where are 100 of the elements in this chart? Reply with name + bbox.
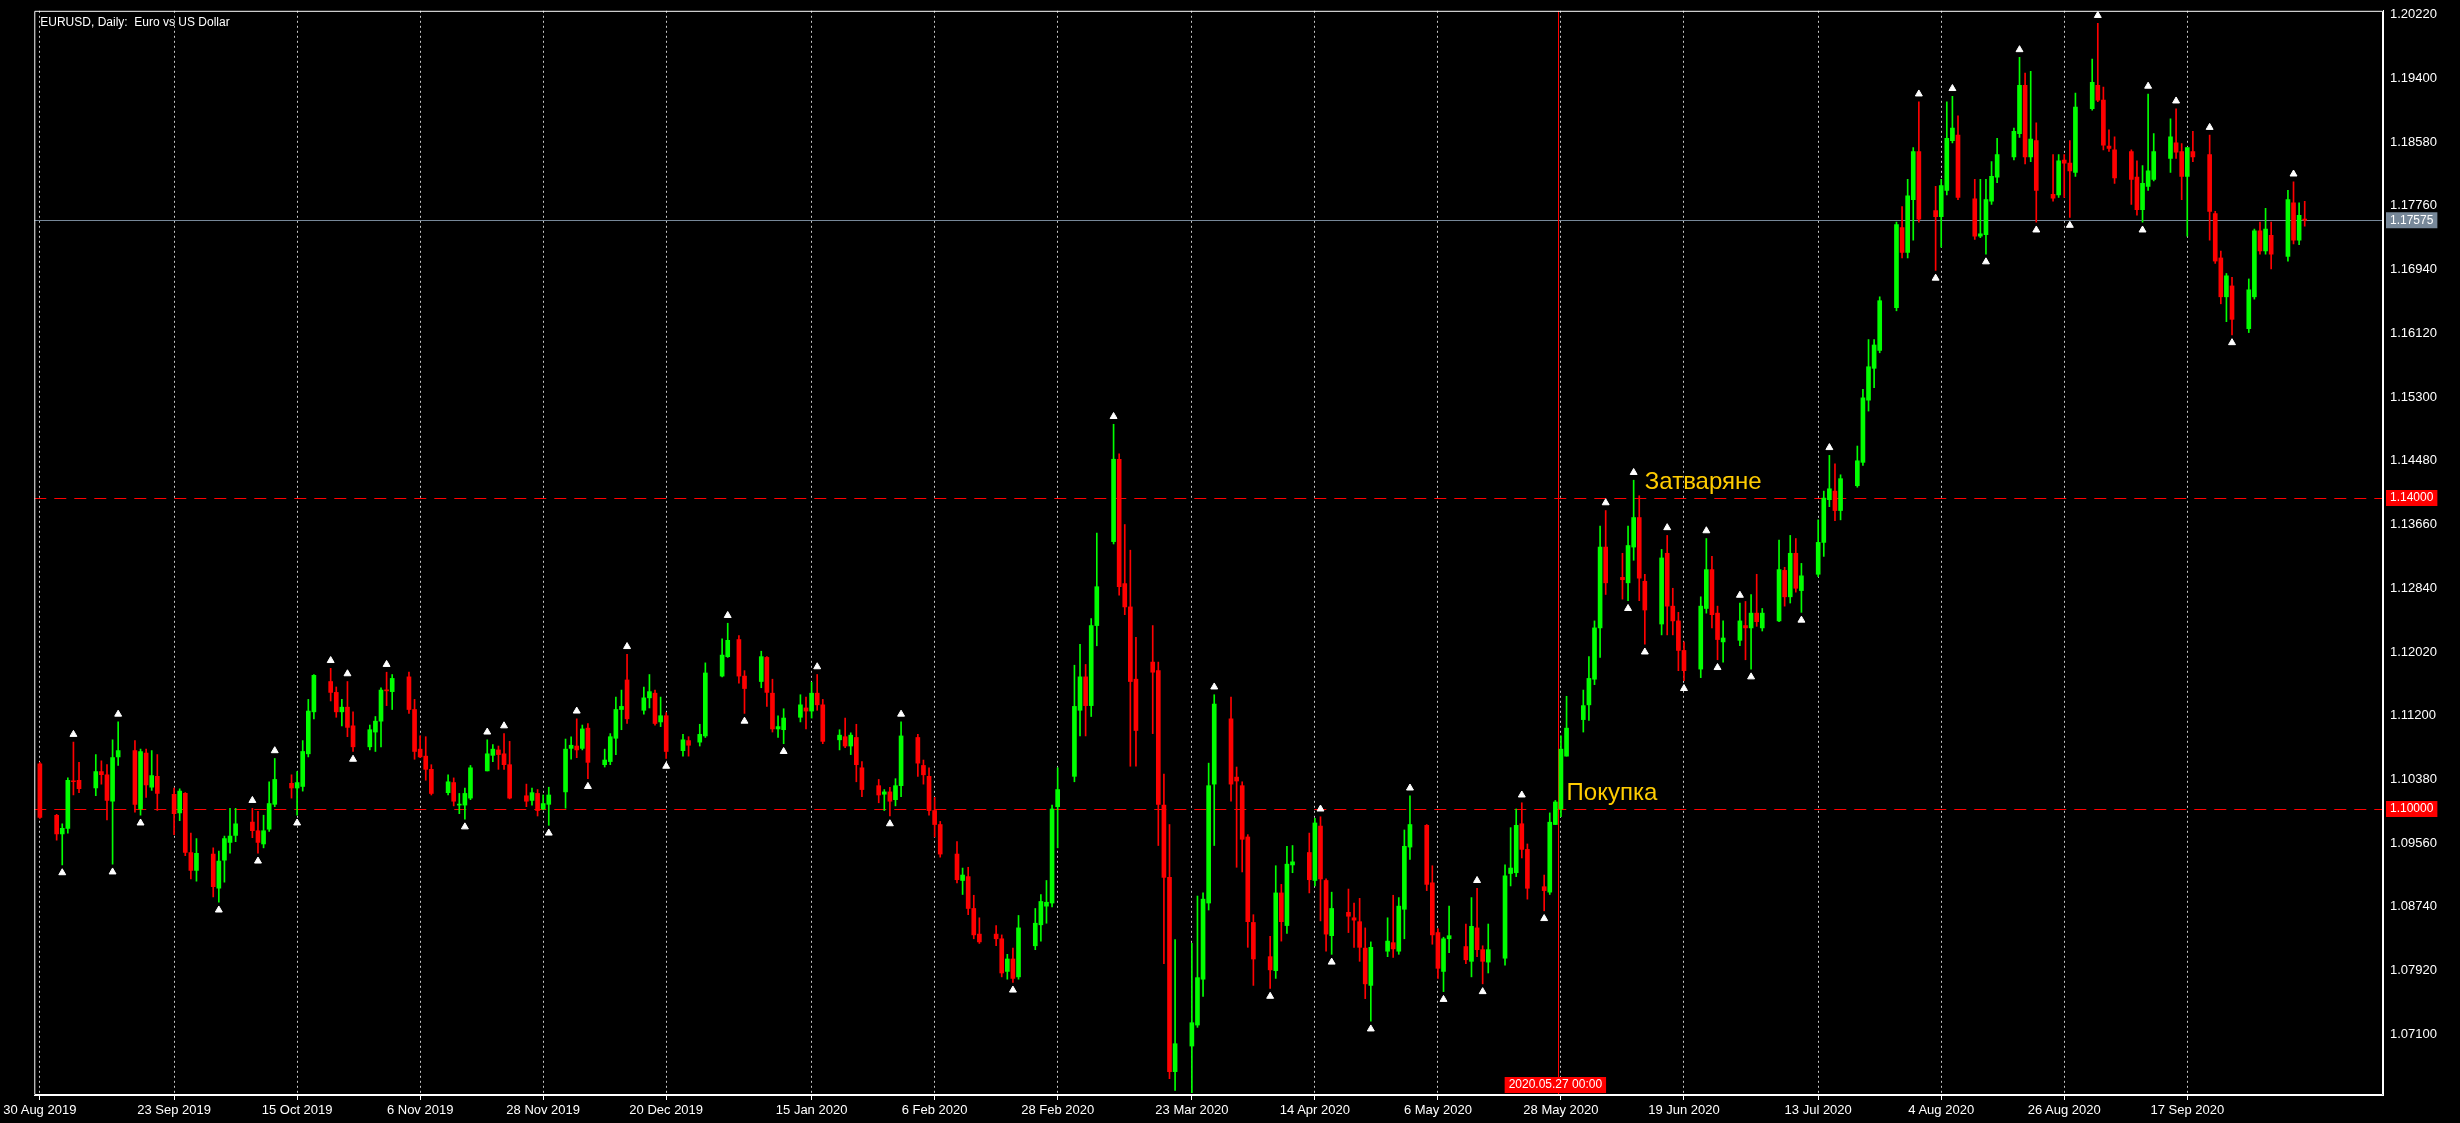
point bbox=[214, 905, 223, 913]
candlestick bbox=[2302, 200, 2308, 227]
y-tick-label: 1.07920 bbox=[2390, 962, 2437, 978]
point bbox=[779, 746, 788, 754]
point bbox=[740, 716, 749, 724]
y-tick-label: 1.13660 bbox=[2390, 516, 2437, 532]
point bbox=[813, 662, 822, 670]
y-tick-label: 1.12840 bbox=[2390, 579, 2437, 595]
point bbox=[1478, 987, 1487, 995]
point bbox=[1473, 875, 1482, 883]
x-tick-label: 28 May 2020 bbox=[1523, 1102, 1599, 1118]
point bbox=[623, 642, 632, 650]
point bbox=[2205, 122, 2214, 130]
point bbox=[1366, 1024, 1375, 1032]
point bbox=[2228, 338, 2236, 346]
y-tick-label: 1.18580 bbox=[2390, 133, 2437, 149]
point bbox=[1640, 647, 1649, 655]
point bbox=[2144, 81, 2153, 89]
y-tick-label: 1.17760 bbox=[2390, 197, 2437, 213]
point bbox=[460, 822, 469, 830]
point bbox=[723, 610, 732, 618]
point bbox=[69, 729, 78, 737]
point bbox=[1825, 443, 1834, 451]
point bbox=[2015, 45, 2024, 53]
point bbox=[1601, 498, 1610, 506]
y-tick-label: 1.16120 bbox=[2390, 324, 2437, 340]
candlestick bbox=[574, 718, 580, 759]
point bbox=[572, 706, 581, 714]
x-tick-label: 28 Feb 2020 bbox=[1021, 1102, 1095, 1118]
point bbox=[1517, 790, 1526, 798]
x-tick-label: 6 May 2020 bbox=[1403, 1102, 1472, 1118]
point bbox=[1316, 804, 1325, 812]
y-tick-label: 1.20220 bbox=[2390, 6, 2437, 22]
x-tick-label: 30 Aug 2019 bbox=[3, 1102, 77, 1118]
point bbox=[2289, 169, 2298, 177]
candlestick bbox=[1390, 894, 1396, 958]
point bbox=[500, 721, 508, 729]
point bbox=[270, 746, 279, 754]
point bbox=[1981, 257, 1990, 265]
point bbox=[2138, 225, 2147, 233]
y-tick-label: 1.14480 bbox=[2390, 452, 2437, 468]
x-tick-label: 20 Dec 2019 bbox=[629, 1102, 704, 1118]
point bbox=[1747, 672, 1756, 680]
x-tick-label: 15 Oct 2019 bbox=[261, 1102, 333, 1118]
candlestick bbox=[115, 721, 121, 766]
candlestick bbox=[1541, 874, 1547, 912]
annotation: Покупка bbox=[1566, 777, 1658, 805]
x-tick-label: 14 Apr 2020 bbox=[1279, 1102, 1350, 1118]
ref-line-label: 1.17575 bbox=[2390, 212, 2434, 227]
point bbox=[1629, 467, 1638, 475]
point bbox=[349, 754, 358, 762]
point bbox=[1948, 84, 1957, 92]
point bbox=[1713, 663, 1722, 671]
point bbox=[1663, 523, 1672, 531]
point bbox=[248, 795, 257, 803]
point bbox=[897, 709, 906, 717]
candlestick bbox=[881, 789, 887, 811]
y-tick-label: 1.08740 bbox=[2390, 898, 2437, 914]
point bbox=[293, 818, 302, 826]
y-tick-label: 1.07100 bbox=[2390, 1025, 2437, 1041]
y-tick-label: 1.09560 bbox=[2390, 834, 2437, 850]
point bbox=[544, 828, 553, 836]
point bbox=[2065, 220, 2074, 228]
point bbox=[1008, 985, 1017, 993]
point bbox=[343, 669, 352, 677]
point bbox=[1327, 957, 1336, 965]
x-tick-label: 6 Feb 2020 bbox=[901, 1102, 968, 1118]
x-tick-label: 17 Sep 2020 bbox=[2150, 1102, 2225, 1118]
y-tick-label: 1.15300 bbox=[2390, 388, 2437, 404]
point bbox=[583, 781, 592, 789]
x-tick-label: 28 Nov 2019 bbox=[506, 1102, 581, 1118]
x-tick-label: 19 Jun 2020 bbox=[1648, 1102, 1720, 1118]
point bbox=[254, 856, 262, 864]
y-tick-label: 1.11200 bbox=[2390, 707, 2437, 723]
y-tick-label: 1.16940 bbox=[2390, 261, 2437, 277]
x-tick-label: 23 Mar 2020 bbox=[1155, 1102, 1229, 1118]
point bbox=[1914, 89, 1923, 97]
point bbox=[1797, 615, 1806, 623]
point bbox=[136, 818, 145, 826]
x-tick-label: 13 Jul 2020 bbox=[1784, 1102, 1852, 1118]
point bbox=[1702, 526, 1711, 534]
point bbox=[2172, 96, 2181, 104]
annotation: Затваряне bbox=[1644, 466, 1762, 494]
point bbox=[1540, 914, 1549, 922]
point bbox=[114, 709, 123, 717]
x-tick-label: 6 Nov 2019 bbox=[386, 1102, 454, 1118]
point bbox=[2032, 225, 2041, 233]
point bbox=[1735, 590, 1744, 598]
y-tick-label: 1.10380 bbox=[2390, 771, 2437, 787]
candlestick bbox=[2028, 71, 2034, 162]
y-tick-label: 1.19400 bbox=[2390, 69, 2437, 85]
point bbox=[483, 727, 492, 735]
ref-line-label: 2020.05.27 00:00 bbox=[1508, 1077, 1603, 1092]
y-tick-label: 1.12020 bbox=[2390, 643, 2437, 659]
point bbox=[326, 656, 335, 664]
x-tick-label: 15 Jan 2020 bbox=[775, 1102, 848, 1118]
x-tick-label: 26 Aug 2020 bbox=[2027, 1102, 2101, 1118]
x-tick-label: 4 Aug 2020 bbox=[1908, 1102, 1975, 1118]
point bbox=[58, 868, 67, 876]
ref-line-label: 1.14000 bbox=[2390, 490, 2434, 505]
